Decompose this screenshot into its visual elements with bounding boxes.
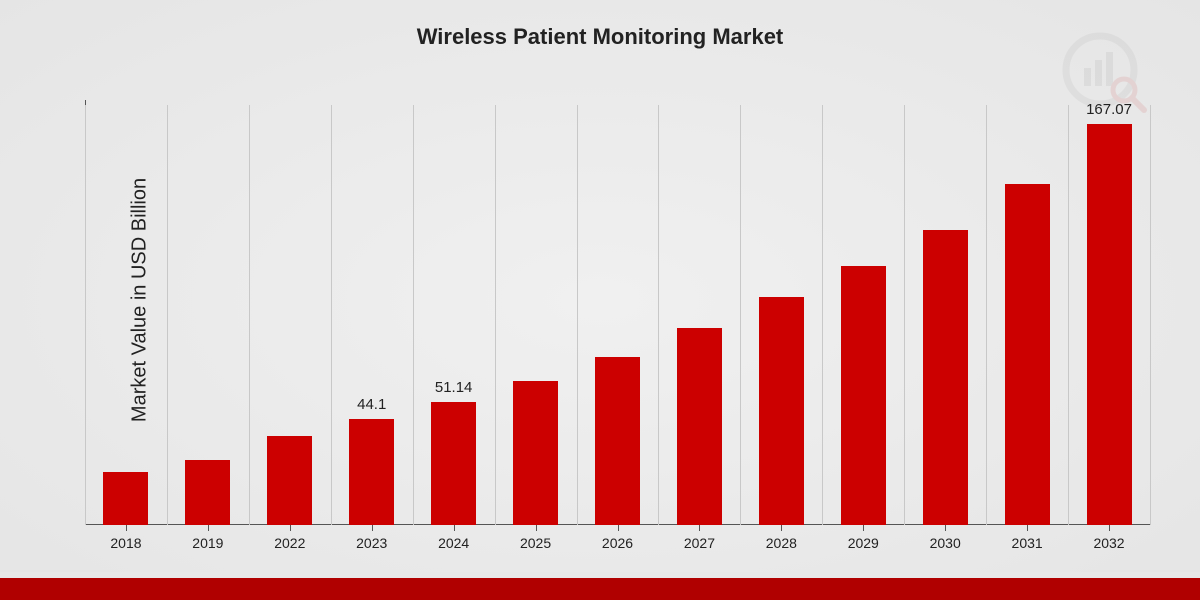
bar xyxy=(103,472,148,525)
x-tick-label: 2028 xyxy=(766,535,797,551)
grid-line xyxy=(577,105,578,525)
chart-title: Wireless Patient Monitoring Market xyxy=(0,0,1200,50)
grid-line xyxy=(822,105,823,525)
bar xyxy=(513,381,558,525)
x-tick-label: 2031 xyxy=(1012,535,1043,551)
x-tick-label: 2025 xyxy=(520,535,551,551)
grid-line xyxy=(495,105,496,525)
bar xyxy=(759,297,804,525)
x-tick-label: 2026 xyxy=(602,535,633,551)
grid-line xyxy=(986,105,987,525)
bar-data-label: 51.14 xyxy=(435,379,473,396)
x-tick-label: 2023 xyxy=(356,535,387,551)
x-tick xyxy=(126,525,127,531)
x-tick-label: 2022 xyxy=(274,535,305,551)
x-tick xyxy=(1109,525,1110,531)
x-tick xyxy=(863,525,864,531)
x-tick-label: 2018 xyxy=(110,535,141,551)
grid-line xyxy=(740,105,741,525)
bar xyxy=(1087,124,1132,525)
bar xyxy=(267,436,312,525)
x-tick xyxy=(454,525,455,531)
x-tick xyxy=(1027,525,1028,531)
bottom-stripe xyxy=(0,578,1200,600)
bar xyxy=(923,230,968,525)
x-tick-label: 2024 xyxy=(438,535,469,551)
bar xyxy=(431,402,476,525)
bar xyxy=(185,460,230,525)
grid-line xyxy=(331,105,332,525)
grid-line xyxy=(249,105,250,525)
bar xyxy=(841,266,886,525)
x-tick xyxy=(536,525,537,531)
x-tick-label: 2030 xyxy=(930,535,961,551)
x-tick-label: 2019 xyxy=(192,535,223,551)
x-tick xyxy=(945,525,946,531)
bar xyxy=(677,328,722,525)
grid-line xyxy=(167,105,168,525)
x-tick-label: 2027 xyxy=(684,535,715,551)
x-tick xyxy=(781,525,782,531)
bar xyxy=(1005,184,1050,525)
grid-line xyxy=(85,105,86,525)
x-tick-label: 2032 xyxy=(1093,535,1124,551)
bar xyxy=(349,419,394,525)
chart-container: Wireless Patient Monitoring Market Marke… xyxy=(0,0,1200,600)
x-tick xyxy=(290,525,291,531)
grid-line xyxy=(1068,105,1069,525)
grid-line xyxy=(658,105,659,525)
x-tick xyxy=(618,525,619,531)
x-tick xyxy=(372,525,373,531)
grid-line xyxy=(413,105,414,525)
plot-area: 201820192022202344.1202451.1420252026202… xyxy=(85,105,1150,525)
x-tick xyxy=(208,525,209,531)
bar-data-label: 44.1 xyxy=(357,396,386,413)
bar-data-label: 167.07 xyxy=(1086,101,1132,118)
bar xyxy=(595,357,640,525)
x-tick xyxy=(699,525,700,531)
grid-line xyxy=(1150,105,1151,525)
grid-line xyxy=(904,105,905,525)
x-tick-label: 2029 xyxy=(848,535,879,551)
